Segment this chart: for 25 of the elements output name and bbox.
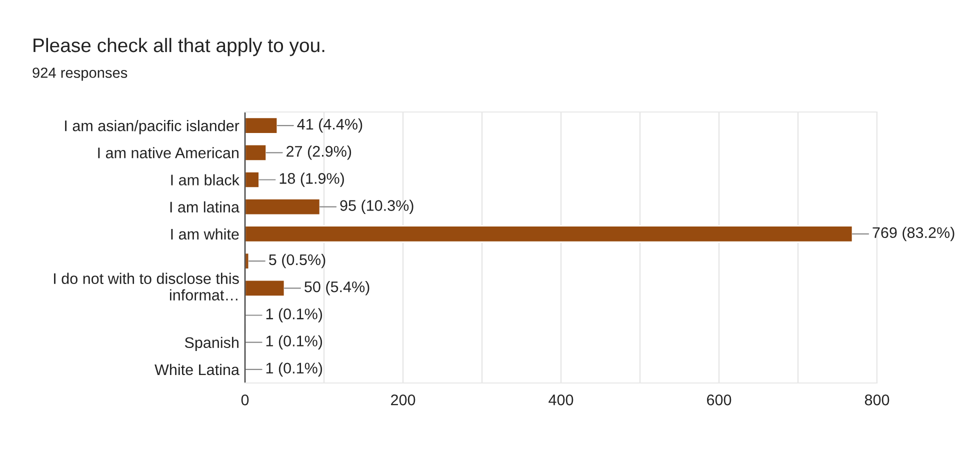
data-label: 1 (0.1%) [266, 335, 322, 350]
x-tick-label: 200 [391, 394, 416, 406]
x-tick-label: 800 [864, 394, 890, 406]
chart-title: Please check all that apply to you. [34, 38, 324, 56]
y-tick-label: I am black [171, 174, 240, 186]
text: 924 responses [32, 68, 128, 81]
data-label: 18 (1.9%) [280, 172, 344, 187]
data-label: 769 (83.2%) [872, 226, 954, 242]
data-label: 27 (2.9%) [286, 146, 352, 160]
x-tick-label: 0 [241, 394, 249, 406]
data-label: 5 (0.5%) [269, 254, 326, 268]
data-label: 95 (10.3%) [340, 200, 414, 214]
y-tick-label: I am white [171, 228, 239, 240]
x-tick-label: 600 [707, 394, 732, 406]
data-label: 41 (4.4%) [297, 118, 362, 133]
y-tick-label: I am native American [98, 147, 238, 158]
data-label: 1 (0.1%) [266, 308, 322, 322]
y-tick-label: White Latina [154, 364, 240, 376]
data-label: 50 (5.4%) [304, 281, 370, 296]
y-tick-label: Spanish [184, 336, 238, 352]
y-tick-label: I do not with to disclose this informat… [54, 272, 239, 300]
y-tick-label: I am latina [170, 201, 240, 213]
data-label: 1 (0.1%) [266, 362, 322, 377]
x-tick-label: 400 [548, 394, 574, 406]
y-tick-label: I am asian/pacific islander [65, 120, 240, 134]
